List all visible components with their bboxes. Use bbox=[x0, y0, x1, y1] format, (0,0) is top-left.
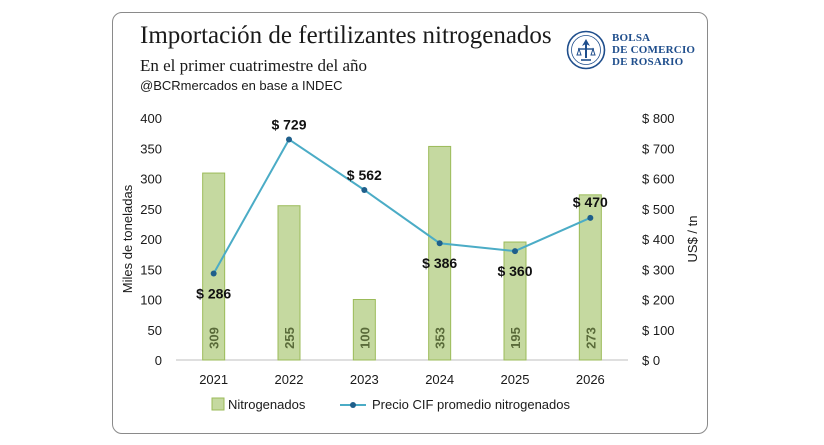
logo-line-2: DE COMERCIO bbox=[612, 44, 696, 56]
logo-line-3: DE ROSARIO bbox=[612, 56, 684, 68]
y-right-tick-label: $ 800 bbox=[642, 111, 675, 126]
x-tick-label: 2025 bbox=[501, 372, 530, 387]
bar-nitrogenados bbox=[202, 172, 226, 361]
price-series-line bbox=[212, 138, 591, 274]
price-point bbox=[286, 136, 292, 143]
price-data-label: $ 360 bbox=[497, 263, 532, 279]
y-right-tick-label: $ 500 bbox=[642, 202, 675, 217]
x-tick-label: 2021 bbox=[199, 372, 228, 387]
logo-line-1: BOLSA bbox=[612, 32, 651, 44]
bar-data-label: 353 bbox=[433, 327, 448, 349]
y-left-tick-label: 150 bbox=[140, 262, 162, 277]
y-right-axis-title: US$ / tn bbox=[685, 216, 700, 263]
y-left-tick-label: 50 bbox=[148, 323, 162, 338]
chart-subtitle: En el primer cuatrimestre del año bbox=[140, 56, 368, 75]
bar-data-label: 100 bbox=[357, 327, 372, 349]
bar-nitrogenados bbox=[503, 241, 527, 361]
y-right-tick-label: $ 300 bbox=[642, 262, 675, 277]
legend-label-nitrogenados: Nitrogenados bbox=[228, 397, 306, 412]
price-data-label: $ 562 bbox=[347, 167, 382, 183]
y-right-tick-label: $ 700 bbox=[642, 141, 675, 156]
legend-label-precio: Precio CIF promedio nitrogenados bbox=[372, 397, 570, 412]
price-point bbox=[512, 248, 518, 255]
bar-data-label: 195 bbox=[508, 327, 523, 349]
y-left-tick-label: 100 bbox=[140, 293, 162, 308]
price-point bbox=[587, 214, 594, 221]
price-point bbox=[361, 186, 368, 193]
x-tick-label: 2023 bbox=[350, 372, 379, 387]
price-data-label: $ 729 bbox=[271, 116, 306, 132]
y-left-tick-label: 350 bbox=[140, 141, 162, 156]
bar-nitrogenados bbox=[277, 205, 301, 361]
y-left-tick-label: 250 bbox=[140, 202, 162, 217]
legend-swatch-nitrogenados bbox=[211, 397, 225, 411]
bar-data-label: 255 bbox=[282, 327, 297, 349]
y-right-tick-label: $ 600 bbox=[642, 172, 675, 187]
y-left-tick-label: 200 bbox=[140, 232, 162, 247]
y-right-tick-label: $ 0 bbox=[642, 353, 660, 368]
y-left-axis-title: Miles de toneladas bbox=[120, 184, 135, 293]
bcr-seal-logo bbox=[566, 30, 606, 70]
y-left-tick-label: 0 bbox=[155, 353, 162, 368]
bcr-logo-text: BOLSA DE COMERCIO DE ROSARIO bbox=[612, 32, 695, 68]
price-data-label: $ 470 bbox=[573, 194, 608, 210]
bar-nitrogenados bbox=[352, 299, 376, 361]
y-right-tick-label: $ 100 bbox=[642, 323, 675, 338]
price-point bbox=[210, 270, 217, 277]
y-right-tick-label: $ 200 bbox=[642, 293, 675, 308]
chart-title: Importación de fertilizantes nitrogenado… bbox=[140, 22, 552, 49]
chart-source: @BCRmercados en base a INDEC bbox=[140, 78, 343, 93]
bar-data-label: 309 bbox=[207, 327, 222, 349]
x-tick-label: 2024 bbox=[425, 372, 454, 387]
y-left-tick-label: 400 bbox=[140, 111, 162, 126]
bar-nitrogenados bbox=[578, 194, 602, 361]
y-left-tick-label: 300 bbox=[140, 172, 162, 187]
x-tick-label: 2022 bbox=[275, 372, 304, 387]
bar-data-label: 273 bbox=[583, 327, 598, 349]
y-right-tick-label: $ 400 bbox=[642, 232, 675, 247]
price-data-label: $ 386 bbox=[422, 255, 457, 271]
bar-nitrogenados bbox=[428, 145, 452, 361]
legend-swatch-precio-marker bbox=[350, 402, 356, 408]
price-data-label: $ 286 bbox=[196, 285, 231, 301]
x-tick-label: 2026 bbox=[576, 372, 605, 387]
price-point bbox=[436, 240, 443, 247]
